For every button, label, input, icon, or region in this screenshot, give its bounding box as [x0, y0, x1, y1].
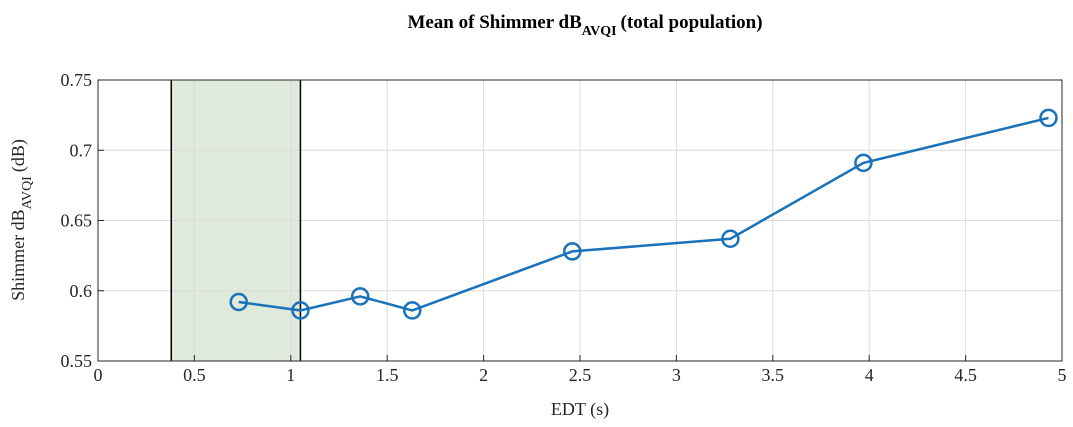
y-tick-label: 0.75 — [61, 70, 93, 90]
y-tick-label: 0.6 — [70, 281, 93, 301]
y-label-text: Shimmer dB — [8, 209, 28, 301]
x-tick-label: 0.5 — [183, 365, 206, 385]
axes-box — [97, 79, 1063, 362]
y-tick-label: 0.7 — [70, 140, 93, 160]
data-point — [854, 153, 873, 173]
title-subscript: AVQI — [582, 24, 617, 39]
chart-title: Mean of Shimmer dBAVQI (total population) — [407, 12, 762, 39]
x-tick-label: 5 — [1058, 365, 1067, 385]
x-tick-label: 4.5 — [954, 365, 977, 385]
x-tick-label: 4 — [865, 365, 874, 385]
y-label-subscript: AVQI — [20, 176, 35, 210]
title-suffix: (total population) — [621, 12, 763, 33]
y-label-suffix: (dB) — [8, 139, 29, 172]
data-point — [1039, 108, 1058, 128]
y-axis-label: Shimmer dBAVQI (dB) — [8, 139, 35, 301]
x-tick-label: 3.5 — [762, 365, 785, 385]
data-line — [238, 116, 1049, 312]
x-tick-label: 0 — [94, 365, 103, 385]
x-tick-label: 2.5 — [569, 365, 592, 385]
data-point — [350, 287, 370, 306]
y-tick-label: 0.65 — [61, 211, 93, 231]
data-point — [291, 301, 310, 320]
x-tick-label: 3 — [672, 365, 681, 385]
x-tick-label: 1 — [286, 365, 295, 385]
x-tick-label: 2 — [479, 365, 488, 385]
title-text: Mean of Shimmer dB — [407, 12, 582, 33]
data-point — [403, 301, 422, 320]
data-point — [229, 292, 248, 312]
data-point — [563, 242, 582, 261]
y-tick-label: 0.55 — [61, 351, 93, 371]
x-axis-label: EDT (s) — [551, 399, 609, 420]
data-point — [721, 229, 740, 249]
x-tick-label: 1.5 — [376, 365, 399, 385]
